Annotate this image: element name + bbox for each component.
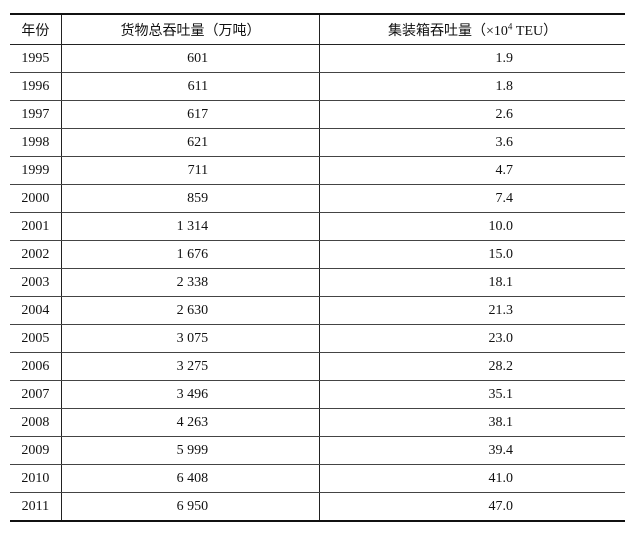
table-row: 2007 3 496 35.1 [10, 380, 625, 409]
data-table: 年份 货物总吞吐量（万吨） 集装箱吞吐量（×104 TEU） 1995 601 1.… [10, 13, 625, 522]
header-cell: 货物总吞吐量（万吨） [60, 14, 320, 45]
table-cell: 3 075 [60, 324, 320, 353]
table-cell: 41.0 [319, 464, 625, 493]
table-cell: 4.7 [319, 156, 625, 185]
table-cell: 3 496 [60, 380, 320, 409]
table-cell: 1.8 [319, 72, 625, 101]
table-row: 2002 1 676 15.0 [10, 240, 625, 269]
table-cell: 6 408 [60, 464, 320, 493]
table-row: 2008 4 263 38.1 [10, 408, 625, 437]
table-row: 2000 859 7.4 [10, 184, 625, 213]
table-cell: 1998 [10, 128, 62, 157]
table-cell: 2006 [10, 352, 62, 381]
table-cell: 28.2 [319, 352, 625, 381]
table-cell: 35.1 [319, 380, 625, 409]
table-cell: 21.3 [319, 296, 625, 325]
table-cell: 1997 [10, 100, 62, 129]
table-row: 1998 621 3.6 [10, 128, 625, 157]
table-cell: 5 999 [60, 436, 320, 465]
table-cell: 2003 [10, 268, 62, 297]
table-cell: 1 314 [60, 212, 320, 241]
table-cell: 2011 [10, 492, 62, 522]
table-cell: 2000 [10, 184, 62, 213]
table-cell: 711 [60, 156, 320, 185]
table-cell: 4 263 [60, 408, 320, 437]
table-cell: 617 [60, 100, 320, 129]
table-cell: 1.9 [319, 44, 625, 73]
table-row: 1995 601 1.9 [10, 44, 625, 73]
table-row: 1997 617 2.6 [10, 100, 625, 129]
table-cell: 39.4 [319, 436, 625, 465]
table-cell: 10.0 [319, 212, 625, 241]
table-cell: 2009 [10, 436, 62, 465]
header-cell: 集装箱吞吐量（×104 TEU） [319, 14, 625, 45]
header-text: 集装箱吞吐量（×10 [388, 23, 508, 39]
table-cell: 6 950 [60, 492, 320, 522]
table-cell: 2008 [10, 408, 62, 437]
table-cell: 1 676 [60, 240, 320, 269]
table-row: 2004 2 630 21.3 [10, 296, 625, 325]
table-cell: 2002 [10, 240, 62, 269]
table-cell: 23.0 [319, 324, 625, 353]
table-row: 2011 6 950 47.0 [10, 492, 625, 522]
table-cell: 2.6 [319, 100, 625, 129]
table-cell: 2 630 [60, 296, 320, 325]
table-cell: 621 [60, 128, 320, 157]
header-cell: 年份 [10, 14, 62, 45]
table-cell: 2007 [10, 380, 62, 409]
table-row: 2003 2 338 18.1 [10, 268, 625, 297]
table-header: 年份 货物总吞吐量（万吨） 集装箱吞吐量（×104 TEU） [10, 14, 625, 45]
table-cell: 1999 [10, 156, 62, 185]
table-cell: 2010 [10, 464, 62, 493]
table-cell: 611 [60, 72, 320, 101]
table-cell: 2005 [10, 324, 62, 353]
table-cell: 601 [60, 44, 320, 73]
table-cell: 3.6 [319, 128, 625, 157]
table-cell: 1996 [10, 72, 62, 101]
header-text: TEU） [512, 23, 558, 39]
table-body: 1995 601 1.9 1996 611 1.8 1997 617 2.6 1998 621 3.6… [10, 44, 625, 522]
table-row: 2006 3 275 28.2 [10, 352, 625, 381]
table-cell: 3 275 [60, 352, 320, 381]
table-row: 1999 711 4.7 [10, 156, 625, 185]
header-row: 年份 货物总吞吐量（万吨） 集装箱吞吐量（×104 TEU） [10, 14, 625, 45]
table-cell: 859 [60, 184, 320, 213]
header-superscript: 4 [507, 20, 513, 31]
table-row: 2005 3 075 23.0 [10, 324, 625, 353]
table-cell: 7.4 [319, 184, 625, 213]
table-cell: 47.0 [319, 492, 625, 522]
table-cell: 15.0 [319, 240, 625, 269]
table-row: 1996 611 1.8 [10, 72, 625, 101]
table-cell: 38.1 [319, 408, 625, 437]
table-cell: 2004 [10, 296, 62, 325]
table-row: 2010 6 408 41.0 [10, 464, 625, 493]
table-cell: 18.1 [319, 268, 625, 297]
table-cell: 2 338 [60, 268, 320, 297]
table-cell: 1995 [10, 44, 62, 73]
table-row: 2001 1 314 10.0 [10, 212, 625, 241]
table-row: 2009 5 999 39.4 [10, 436, 625, 465]
table-cell: 2001 [10, 212, 62, 241]
